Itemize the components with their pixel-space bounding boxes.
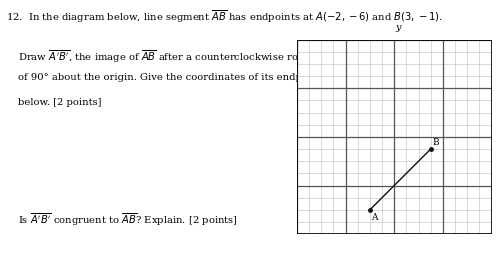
Text: of 90° about the origin. Give the coordinates of its endpoints: of 90° about the origin. Give the coordi… [18, 73, 326, 82]
Text: 12.  In the diagram below, line segment $\overline{AB}$ has endpoints at $A(-2,-: 12. In the diagram below, line segment $… [6, 8, 443, 25]
Text: A: A [371, 214, 378, 222]
Text: Draw $\overline{A'B'}$, the image of $\overline{AB}$ after a counterclockwise ro: Draw $\overline{A'B'}$, the image of $\o… [18, 49, 328, 65]
Text: below. [2 points]: below. [2 points] [18, 98, 101, 107]
Text: y: y [395, 23, 400, 32]
Text: B: B [433, 138, 439, 147]
Text: Is $\overline{A'B'}$ congruent to $\overline{AB}$? Explain. [2 points]: Is $\overline{A'B'}$ congruent to $\over… [18, 211, 238, 228]
